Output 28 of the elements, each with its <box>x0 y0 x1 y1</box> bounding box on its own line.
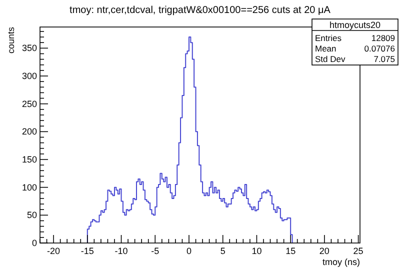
y-tick-label: 100 <box>22 182 37 192</box>
annotation: Mean <box>315 44 337 54</box>
y-tick-label: 150 <box>22 154 37 164</box>
x-tick-label: 10 <box>252 246 262 256</box>
chart-title: tmoy: ntr,cer,tdcval, trigpatW&0x00100==256 cuts at 20 μA <box>70 5 331 16</box>
annotation: Entries <box>315 33 342 43</box>
text: 7.075 <box>374 54 396 64</box>
y-tick-label: 250 <box>22 98 37 109</box>
x-tick-label: 5 <box>220 246 226 256</box>
x-tick-label: -15 <box>80 246 94 256</box>
y-axis-title: counts <box>6 26 16 54</box>
text: 12809 <box>371 33 396 43</box>
x-axis-title: tmoy (ns) <box>322 257 360 267</box>
x-tick-label: 15 <box>286 246 296 256</box>
x-tick-label: 20 <box>319 246 330 256</box>
x-tick-label: 0 <box>186 246 192 256</box>
annotation: Std Dev <box>315 54 346 64</box>
text: 0.07076 <box>364 44 396 54</box>
y-tick-label: 300 <box>22 70 37 81</box>
x-tick-label: -10 <box>114 246 128 256</box>
annotation: htmoycuts20 <box>329 20 381 30</box>
y-tick-label: 350 <box>22 43 37 54</box>
x-tick-label: -5 <box>151 246 160 256</box>
x-tick-label: 25 <box>353 246 364 256</box>
y-tick-label: 0 <box>32 238 37 248</box>
x-tick-label: -20 <box>47 246 60 256</box>
y-tick-label: 200 <box>22 126 37 137</box>
y-tick-label: 50 <box>26 210 37 220</box>
